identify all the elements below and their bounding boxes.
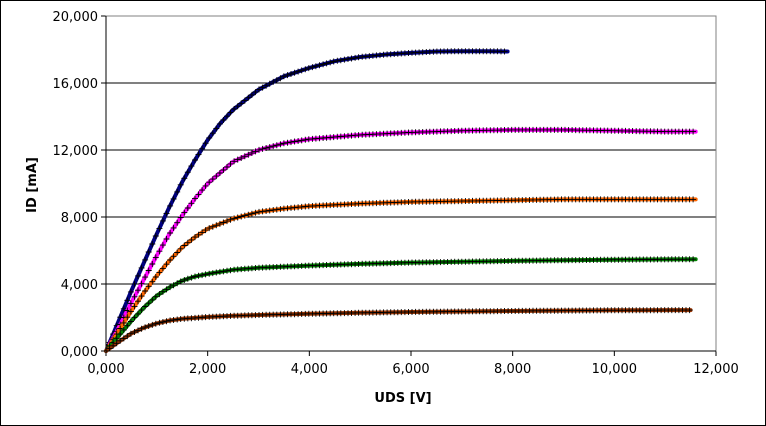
axes (101, 15, 717, 356)
y-tick-label: 4,000 (61, 278, 98, 293)
series-markers (103, 307, 693, 354)
x-tick-label: 2,000 (189, 362, 226, 377)
series-5 (103, 307, 693, 354)
x-tick-label: 10,000 (592, 362, 638, 377)
tick-labels: 0,000 4,000 8,000 12,000 16,000 20,000 0,000 2,… (53, 10, 739, 377)
series-group (103, 48, 698, 354)
y-tick-label: 0,000 (61, 345, 98, 360)
series-1 (103, 48, 510, 354)
series-4 (103, 256, 698, 354)
y-tick-label: 16,000 (53, 77, 99, 92)
plot-area (105, 15, 717, 352)
y-tick-label: 20,000 (53, 10, 99, 25)
y-tick-label: 12,000 (53, 144, 99, 159)
y-axis-title: ID [mA] (25, 157, 40, 213)
series-line (104, 308, 693, 353)
x-axis-title: UDS [V] (374, 391, 431, 406)
y-tick-label: 8,000 (61, 211, 98, 226)
x-tick-label: 6,000 (392, 362, 429, 377)
series-markers (103, 256, 697, 354)
series-3 (103, 196, 698, 354)
grid-lines (106, 15, 716, 285)
series-markers (103, 196, 697, 354)
series-line (104, 257, 698, 353)
x-tick-label: 0,000 (87, 362, 124, 377)
x-tick-label: 12,000 (693, 362, 739, 377)
x-tick-label: 4,000 (291, 362, 328, 377)
x-tick-label: 8,000 (494, 362, 531, 377)
